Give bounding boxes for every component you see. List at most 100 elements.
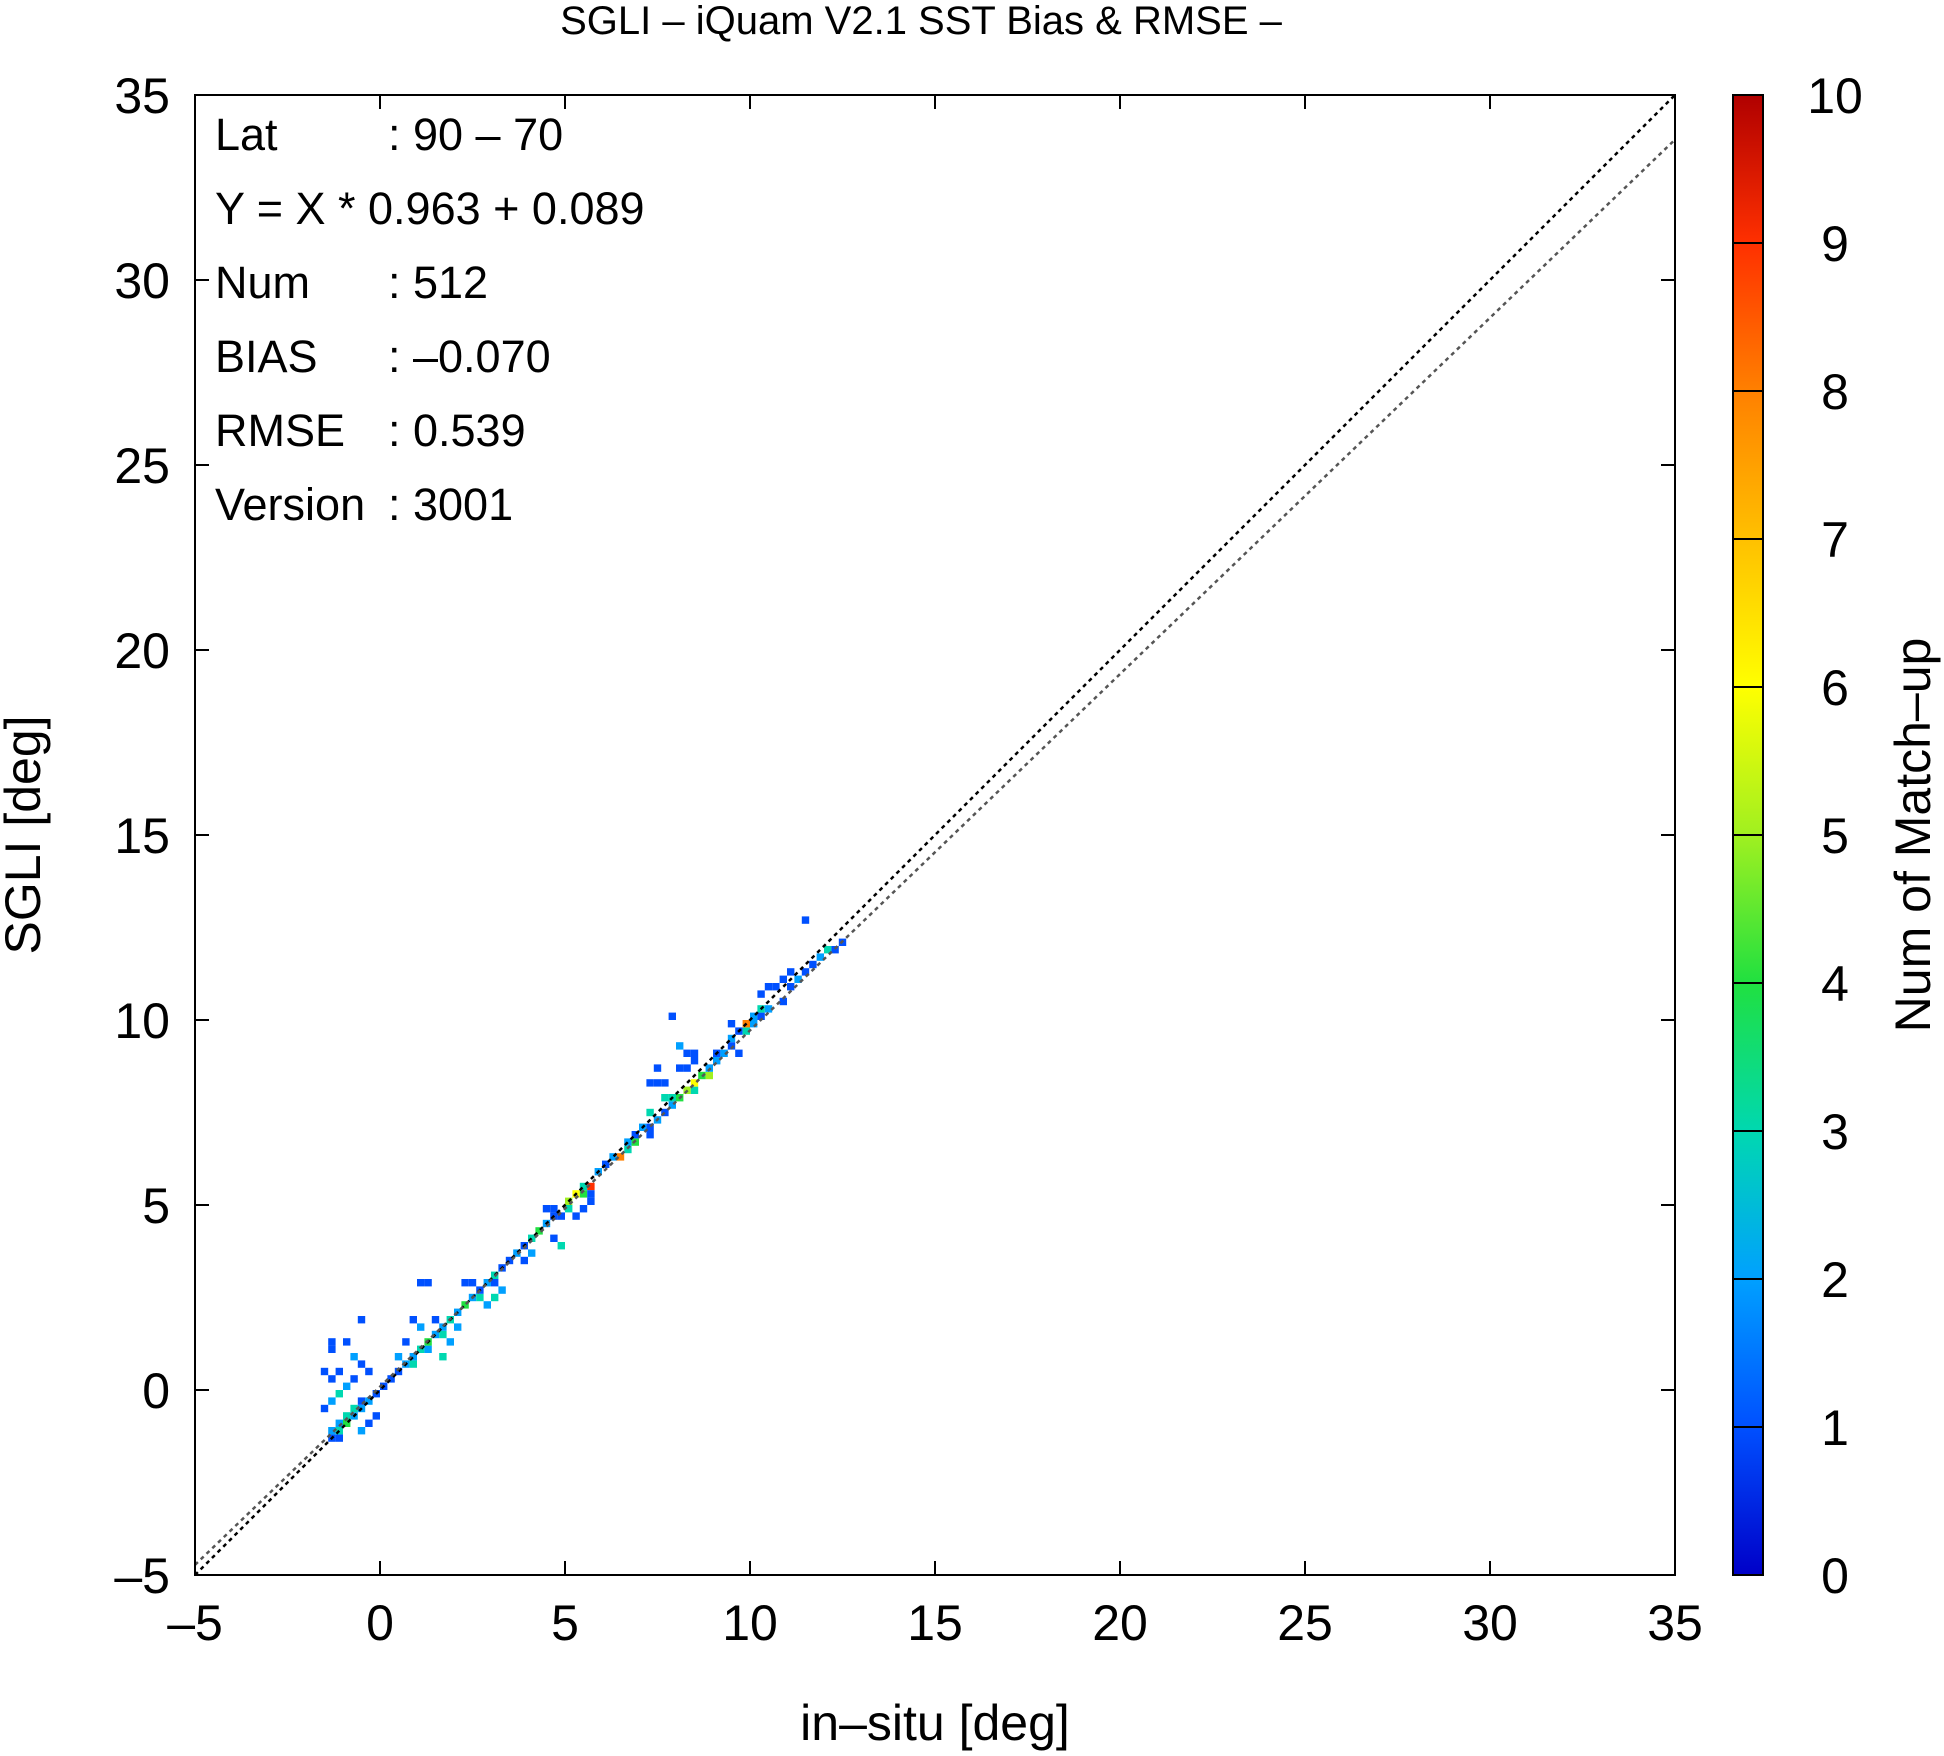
heatmap-cell <box>343 1412 351 1420</box>
heatmap-cell <box>343 1419 351 1427</box>
heatmap-cell <box>713 1057 721 1065</box>
colorbar-tick-label: 7 <box>1821 512 1849 568</box>
heatmap-cell <box>424 1279 432 1287</box>
heatmap-cell <box>483 1279 491 1287</box>
heatmap-cell <box>528 1249 536 1257</box>
heatmap-cell <box>646 1131 654 1139</box>
heatmap-cell <box>683 1064 691 1072</box>
heatmap-cell <box>579 1190 588 1198</box>
heatmap-cell <box>602 1160 610 1168</box>
x-tick-label: 5 <box>551 1595 579 1651</box>
heatmap-cell <box>772 983 780 991</box>
heatmap-cell <box>801 968 810 976</box>
heatmap-cell <box>824 946 832 954</box>
heatmap-cell <box>409 1353 417 1361</box>
y-axis-label: SGLI [deg] <box>0 715 51 954</box>
heatmap-cell <box>431 1330 440 1339</box>
heatmap-cell <box>661 1079 669 1087</box>
heatmap-cell <box>520 1256 528 1265</box>
stat-value-version: : 3001 <box>388 479 513 530</box>
heatmap-cell <box>727 1020 736 1028</box>
heatmap-cell <box>409 1316 417 1324</box>
heatmap-cell <box>676 1064 684 1072</box>
chart-title: SGLI – iQuam V2.1 SST Bias & RMSE – <box>560 0 1283 43</box>
heatmap-cell <box>350 1353 358 1361</box>
heatmap-cell <box>587 1182 595 1191</box>
heatmap-cell <box>343 1382 351 1390</box>
heatmap-cell <box>764 983 773 991</box>
heatmap-cell <box>328 1427 336 1435</box>
colorbar-tick-label: 2 <box>1821 1252 1849 1308</box>
heatmap-cell <box>550 1205 558 1213</box>
heatmap-cell <box>735 1049 743 1057</box>
heatmap-cell <box>446 1338 454 1346</box>
heatmap-cell <box>631 1131 639 1139</box>
heatmap-cell <box>431 1316 440 1324</box>
stat-label-lat: Lat <box>215 109 278 160</box>
heatmap-cell <box>513 1249 521 1257</box>
heatmap-cell <box>350 1404 358 1413</box>
y-tick-label: 5 <box>142 1178 170 1234</box>
stat-label-rmse: RMSE <box>215 405 345 456</box>
colorbar-tick-label: 9 <box>1821 216 1849 272</box>
heatmap-cell <box>794 975 802 983</box>
heatmap-cell <box>350 1375 358 1383</box>
heatmap-cell <box>476 1293 484 1302</box>
heatmap-cell <box>579 1182 588 1191</box>
heatmap-cell <box>668 1101 676 1109</box>
heatmap-cell <box>402 1338 410 1346</box>
heatmap-cell <box>690 1086 699 1094</box>
heatmap-cell <box>335 1419 343 1427</box>
heatmap-cell <box>624 1138 632 1146</box>
heatmap-cell <box>365 1397 373 1405</box>
colorbar-tick-label: 5 <box>1821 808 1849 864</box>
one_to_one-line <box>194 94 1676 1576</box>
y-tick-label: 20 <box>114 623 170 679</box>
y-tick-label: 35 <box>114 68 170 124</box>
heatmap-cell <box>439 1330 447 1339</box>
x-axis-label: in–situ [deg] <box>800 1695 1070 1751</box>
heatmap-cell <box>328 1345 336 1353</box>
heatmap-cell <box>357 1360 366 1368</box>
heatmap-cell <box>424 1345 432 1353</box>
heatmap-cell <box>328 1338 336 1346</box>
heatmap-cell <box>550 1234 558 1242</box>
heatmap-cell <box>328 1397 336 1405</box>
heatmap-cell <box>417 1323 425 1331</box>
heatmap-cell <box>646 1079 654 1087</box>
heatmap-cell <box>750 1012 758 1020</box>
heatmap-cell <box>653 1079 662 1087</box>
x-tick-label: 10 <box>722 1595 778 1651</box>
heatmap-cell <box>787 968 795 976</box>
y-axis-ticks: –5 0 5 10 15 20 25 30 35 <box>114 68 1675 1604</box>
heatmap-cell <box>535 1227 543 1235</box>
colorbar-label: Num of Match–up <box>1885 638 1941 1033</box>
heatmap-cell <box>320 1367 329 1376</box>
stat-value-rmse: : 0.539 <box>388 405 526 456</box>
heatmap-cell <box>690 1049 699 1057</box>
heatmap-cell <box>483 1301 491 1309</box>
x-tick-label: 0 <box>366 1595 394 1651</box>
heatmap-cell <box>720 1049 728 1057</box>
colorbar-tick-label: 6 <box>1821 660 1849 716</box>
heatmap-cell <box>439 1323 447 1331</box>
heatmap-cell <box>439 1353 447 1361</box>
colorbar-ticks: 0 1 2 3 4 5 6 7 8 9 10 <box>1733 68 1863 1604</box>
y-tick-label: 30 <box>114 253 170 309</box>
heatmap-cell <box>750 1020 758 1028</box>
y-tick-label: 15 <box>114 808 170 864</box>
x-tick-label: –5 <box>167 1595 223 1651</box>
heatmap-cell <box>676 1042 684 1050</box>
stats-panel: Lat : 90 – 70 Y = X * 0.963 + 0.089 Num … <box>215 109 645 530</box>
heatmap-cell <box>764 1005 773 1013</box>
heatmap-cell <box>727 1034 736 1043</box>
heatmap-cell <box>468 1279 477 1287</box>
colorbar-tick-label: 1 <box>1821 1400 1849 1456</box>
heatmap-cell <box>394 1353 403 1361</box>
heatmap-cell <box>816 953 824 961</box>
heatmap-cell <box>335 1434 343 1442</box>
y-tick-label: –5 <box>114 1548 170 1604</box>
heatmap-cell <box>528 1234 536 1242</box>
y-tick-label: 10 <box>114 993 170 1049</box>
